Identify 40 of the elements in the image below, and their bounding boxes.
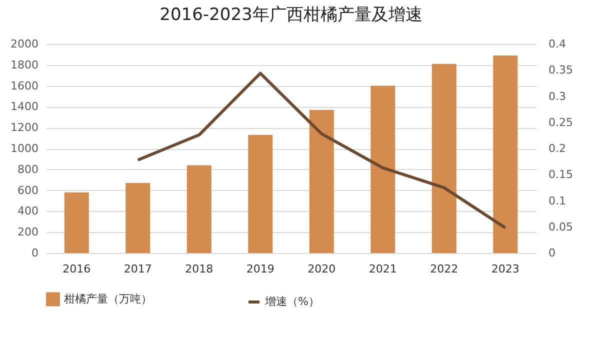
y2-tick-label: 0.3 bbox=[548, 90, 566, 103]
x-tick-label: 2023 bbox=[491, 262, 520, 276]
y-tick-label: 2000 bbox=[10, 38, 38, 50]
bar bbox=[126, 182, 150, 253]
y-tick-label: 1600 bbox=[10, 79, 38, 92]
bar bbox=[309, 110, 334, 253]
y-tick-label: 1400 bbox=[10, 100, 38, 114]
y-tick-label: 400 bbox=[18, 204, 38, 218]
y-tick-label: 1200 bbox=[10, 121, 38, 134]
bar bbox=[493, 55, 518, 253]
bar bbox=[248, 134, 273, 253]
x-tick-label: 2018 bbox=[185, 262, 214, 276]
bar bbox=[370, 86, 396, 253]
y-tick-label: 800 bbox=[18, 162, 38, 176]
bar bbox=[432, 64, 456, 253]
x-tick-label: 2020 bbox=[308, 262, 336, 276]
y-tick-label: 600 bbox=[18, 184, 38, 197]
legend-label: 增速（%） bbox=[264, 295, 320, 308]
bar bbox=[186, 165, 212, 253]
y2-tick-label: 0.25 bbox=[548, 116, 573, 129]
x-tick-label: 2016 bbox=[62, 262, 91, 276]
y2-tick-label: 0.2 bbox=[548, 142, 566, 155]
x-tick-label: 2021 bbox=[368, 262, 397, 276]
x-tick-label: 2017 bbox=[124, 262, 152, 276]
y2-tick-label: 0.4 bbox=[548, 38, 566, 50]
y-tick-label: 200 bbox=[18, 226, 38, 239]
chart-title: 2016-2023年广西柑橘产量及增速 bbox=[160, 5, 422, 25]
y-tick-label: 1000 bbox=[10, 142, 38, 155]
x-tick-label: 2022 bbox=[430, 262, 458, 276]
y2-tick-label: 0.35 bbox=[548, 64, 573, 77]
bar bbox=[64, 192, 89, 253]
y2-tick-label: 0.15 bbox=[548, 168, 573, 182]
legend-label: 柑橘产量（万吨） bbox=[63, 292, 152, 306]
y-tick-label: 0 bbox=[32, 246, 38, 260]
y2-tick-label: 0.05 bbox=[548, 220, 573, 234]
y2-tick-label: 0.1 bbox=[548, 194, 566, 208]
y-tick-label: 1800 bbox=[10, 58, 38, 72]
y2-tick-label: 0 bbox=[548, 246, 556, 260]
x-tick-label: 2019 bbox=[246, 262, 274, 276]
line-series bbox=[136, 72, 507, 230]
